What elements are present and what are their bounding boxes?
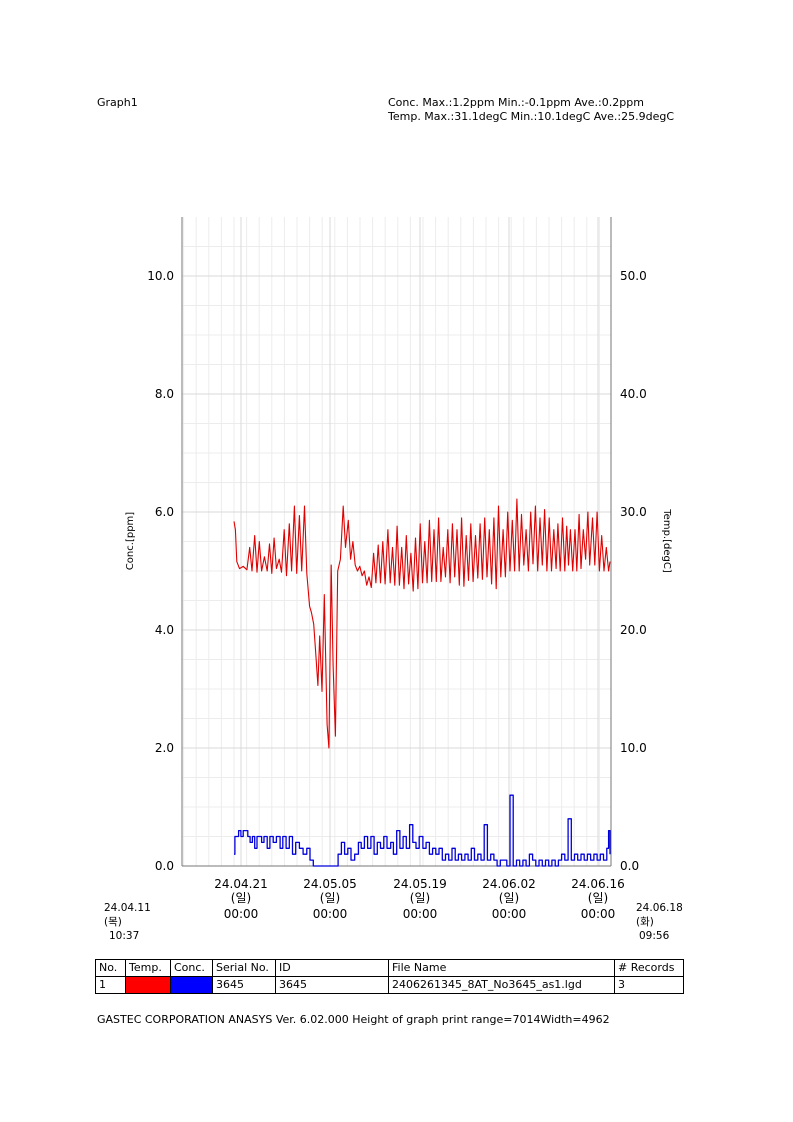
series-line-temp (233, 498, 611, 749)
series-group (233, 498, 611, 867)
temp-summary: Temp. Max.:31.1degC Min.:10.1degC Ave.:2… (388, 110, 675, 123)
x-tick-date: 24.05.05 (303, 877, 356, 891)
x-tick-weekday: (일) (588, 891, 608, 905)
x-tick-date: 24.06.16 (571, 877, 624, 891)
start-weekday: (목) (104, 916, 122, 928)
right-tick-label: 0.0 (620, 859, 639, 873)
right-tick-label: 10.0 (620, 741, 647, 755)
left-tick-label: 2.0 (155, 741, 174, 755)
col-temp-header: Temp. (125, 959, 171, 977)
col-no-header: No. (95, 959, 126, 977)
right-axis-title: Temp.[degC] (661, 508, 672, 573)
cell-records: 3 (614, 976, 684, 994)
cell-no: 1 (95, 976, 126, 994)
temp-color-swatch (125, 976, 171, 994)
end-time: 09:56 (639, 930, 670, 942)
end-date: 24.06.18 (636, 902, 683, 914)
graph-title: Graph1 (97, 96, 138, 109)
start-time: 10:37 (109, 930, 140, 942)
left-tick-label: 0.0 (155, 859, 174, 873)
footer-text: GASTEC CORPORATION ANASYS Ver. 6.02.000 … (97, 1013, 610, 1026)
x-tick-date: 24.06.02 (482, 877, 535, 891)
end-weekday: (화) (636, 916, 654, 928)
x-tick-weekday: (일) (320, 891, 340, 905)
right-axis-ticks: 0.0 10.0 20.0 30.0 40.0 50.0 (620, 269, 647, 873)
left-tick-label: 4.0 (155, 623, 174, 637)
start-date-label: 24.04.11 (목) 10:37 (104, 901, 151, 943)
cell-file: 2406261345_8AT_No3645_as1.lgd (388, 976, 615, 994)
left-tick-label: 10.0 (147, 269, 174, 283)
x-tick-time: 00:00 (313, 907, 348, 921)
cell-id: 3645 (275, 976, 389, 994)
right-tick-label: 40.0 (620, 387, 647, 401)
x-tick-date: 24.05.19 (393, 877, 446, 891)
right-tick-label: 50.0 (620, 269, 647, 283)
col-id-header: ID (275, 959, 389, 977)
col-serial-header: Serial No. (212, 959, 276, 977)
x-tick-weekday: (일) (499, 891, 519, 905)
cell-serial: 3645 (212, 976, 276, 994)
end-date-label: 24.06.18 (화) 09:56 (636, 901, 683, 943)
right-tick-label: 20.0 (620, 623, 647, 637)
records-table: No. Temp. Conc. Serial No. ID File Name … (95, 959, 684, 994)
x-tick-weekday: (일) (410, 891, 430, 905)
x-tick-time: 00:00 (492, 907, 527, 921)
col-records-header: # Records (614, 959, 684, 977)
col-file-header: File Name (388, 959, 615, 977)
conc-summary: Conc. Max.:1.2ppm Min.:-0.1ppm Ave.:0.2p… (388, 96, 644, 109)
left-axis-ticks: 0.0 2.0 4.0 6.0 8.0 10.0 (147, 269, 174, 873)
left-tick-label: 8.0 (155, 387, 174, 401)
x-tick-time: 00:00 (224, 907, 259, 921)
col-conc-header: Conc. (170, 959, 213, 977)
left-axis-title: Conc.[ppm] (125, 512, 136, 570)
series-line-conc (234, 794, 611, 867)
conc-color-swatch (170, 976, 213, 994)
x-tick-date: 24.04.21 (214, 877, 267, 891)
right-tick-label: 30.0 (620, 505, 647, 519)
x-tick-weekday: (일) (231, 891, 251, 905)
x-tick-time: 00:00 (403, 907, 438, 921)
x-axis-ticks: 24.04.21(일)00:0024.05.05(일)00:0024.05.19… (214, 877, 624, 921)
x-tick-time: 00:00 (581, 907, 616, 921)
table-header-row: No. Temp. Conc. Serial No. ID File Name … (95, 959, 684, 977)
left-tick-label: 6.0 (155, 505, 174, 519)
start-date: 24.04.11 (104, 902, 151, 914)
table-row: 1 3645 3645 2406261345_8AT_No3645_as1.lg… (95, 976, 684, 994)
